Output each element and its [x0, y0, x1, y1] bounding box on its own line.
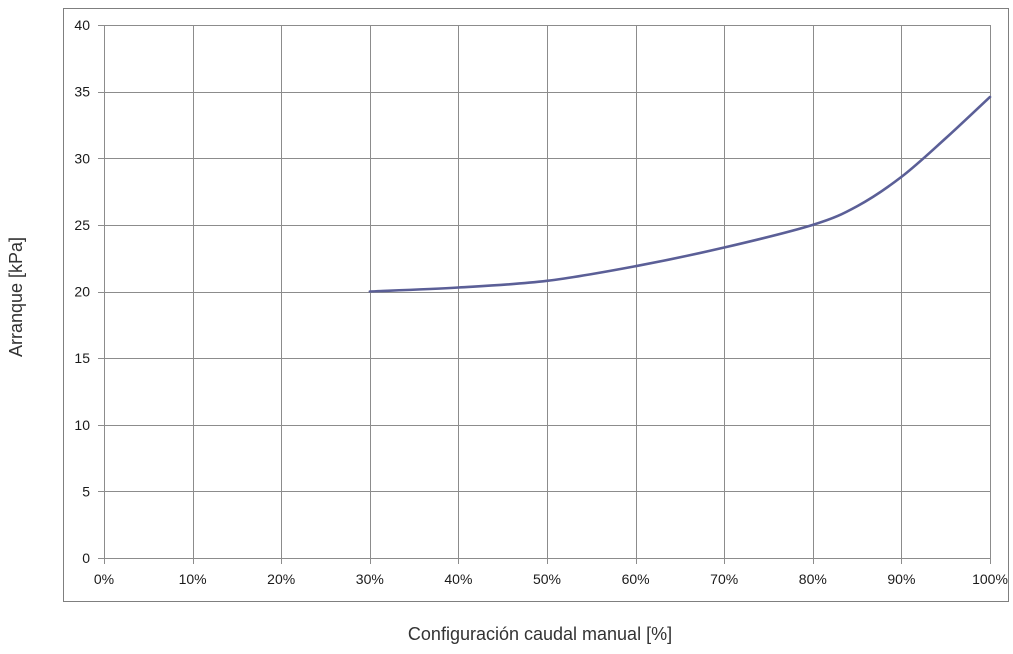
data-point: [945, 137, 947, 139]
data-point: [369, 290, 371, 292]
data-point: [457, 286, 459, 288]
y-tick-label: 0: [82, 550, 90, 566]
x-tick-label: 50%: [533, 571, 561, 587]
data-point: [546, 280, 548, 282]
y-axis-title: Arranque [kPa]: [6, 237, 26, 357]
data-point: [723, 246, 725, 248]
x-tick-label: 10%: [179, 571, 207, 587]
data-point: [900, 176, 902, 178]
y-tick-label: 10: [74, 417, 90, 433]
data-point: [856, 205, 858, 207]
x-tick-label: 60%: [622, 571, 650, 587]
outer-frame: [63, 8, 1009, 602]
y-tick-label: 40: [74, 17, 90, 33]
x-axis-title: Configuración caudal manual [%]: [408, 624, 672, 644]
x-tick-label: 70%: [710, 571, 738, 587]
data-point: [989, 96, 991, 98]
y-tick-label: 25: [74, 217, 90, 233]
vertical-gridlines: [193, 25, 991, 558]
x-tick-label: 100%: [972, 571, 1008, 587]
y-tick-label: 30: [74, 150, 90, 166]
y-tick-label: 5: [82, 483, 90, 499]
y-tick-labels: 0 5 10 15 20 25 30 35 40: [74, 17, 90, 566]
x-tick-label: 0%: [94, 571, 114, 587]
series-line: [368, 95, 992, 293]
x-tick-label: 30%: [356, 571, 384, 587]
x-tick-label: 20%: [267, 571, 295, 587]
data-point: [812, 224, 814, 226]
x-tick-label: 90%: [887, 571, 915, 587]
horizontal-gridlines: [104, 25, 990, 492]
data-point: [634, 265, 636, 267]
y-tick-label: 20: [74, 284, 90, 300]
y-tick-label: 15: [74, 350, 90, 366]
series-layer: [368, 95, 992, 293]
axes: [98, 25, 991, 564]
y-tick-label: 35: [74, 84, 90, 100]
x-tick-label: 40%: [444, 571, 472, 587]
x-tick-label: 80%: [799, 571, 827, 587]
x-tick-labels: 0% 10% 20% 30% 40% 50% 60% 70% 80% 90% 100%: [94, 571, 1008, 587]
